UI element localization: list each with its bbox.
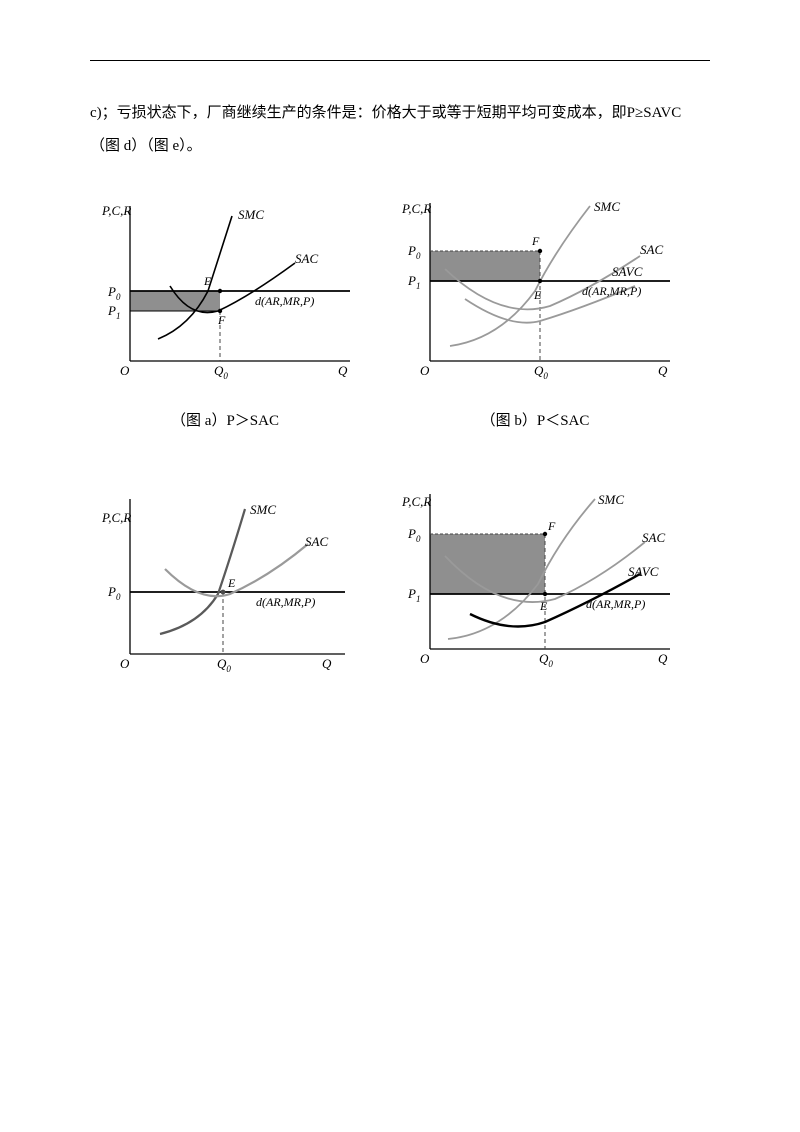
chart-b-smc-label: SMC (594, 199, 620, 214)
chart-d-origin: O (420, 651, 430, 666)
page: c)；亏损状态下，厂商继续生产的条件是：价格大于或等于短期平均可变成本，即P≥S… (0, 0, 800, 1132)
chart-b: P,C,R SMC SAC SAVC d(AR,MR,P) F E P0 P1 … (390, 191, 680, 391)
chart-a-ylabel: P,C,R (101, 203, 131, 218)
chart-d-sac-label: SAC (642, 530, 665, 545)
charts-row-2: P,C,R SMC SAC d(AR,MR,P) E P0 O Q0 Q (90, 484, 710, 684)
chart-c-sac-curve (165, 544, 308, 596)
chart-a-origin: O (120, 363, 130, 378)
charts-grid: P,C,R SMC SAC d(AR,MR,P) E F P0 P1 O Q0 … (90, 191, 710, 684)
chart-d-e-point (543, 592, 547, 596)
chart-c-xlabel: Q (322, 656, 332, 671)
chart-d-f-label: F (547, 519, 556, 533)
chart-b-demand-label: d(AR,MR,P) (582, 284, 641, 298)
chart-b-xlabel: Q (658, 363, 668, 378)
chart-a-p0: P0 (107, 284, 121, 302)
chart-b-shaded (430, 251, 540, 281)
chart-a-cell: P,C,R SMC SAC d(AR,MR,P) E F P0 P1 O Q0 … (90, 191, 360, 430)
chart-b-e-point (538, 279, 542, 283)
charts-row-1: P,C,R SMC SAC d(AR,MR,P) E F P0 P1 O Q0 … (90, 191, 710, 430)
body-paragraph: c)；亏损状态下，厂商继续生产的条件是：价格大于或等于短期平均可变成本，即P≥S… (90, 97, 710, 163)
chart-d-cell: P,C,R SMC SAC SAVC d(AR,MR,P) F E P0 P1 … (390, 484, 680, 684)
chart-b-ylabel: P,C,R (401, 201, 431, 216)
chart-c-ylabel: P,C,R (101, 510, 131, 525)
chart-d-q0: Q0 (539, 651, 553, 669)
chart-d: P,C,R SMC SAC SAVC d(AR,MR,P) F E P0 P1 … (390, 484, 680, 684)
chart-c-smc-label: SMC (250, 502, 276, 517)
chart-b-e-label: E (533, 288, 542, 302)
chart-c-demand-label: d(AR,MR,P) (256, 595, 315, 609)
chart-c-e-label: E (227, 576, 236, 590)
chart-c-origin: O (120, 656, 130, 671)
chart-b-p1: P1 (407, 273, 420, 291)
chart-c-e-point (221, 590, 226, 595)
chart-a-xlabel: Q (338, 363, 348, 378)
chart-d-ylabel: P,C,R (401, 494, 431, 509)
chart-a-p1: P1 (107, 303, 120, 321)
chart-c: P,C,R SMC SAC d(AR,MR,P) E P0 O Q0 Q (90, 484, 360, 684)
chart-d-savc-label: SAVC (628, 564, 659, 579)
horizontal-rule (90, 60, 710, 61)
chart-c-p0: P0 (107, 584, 121, 602)
chart-d-f-point (543, 532, 547, 536)
chart-d-smc-label: SMC (598, 492, 624, 507)
chart-b-sac-label: SAC (640, 242, 663, 257)
chart-a: P,C,R SMC SAC d(AR,MR,P) E F P0 P1 O Q0 … (90, 191, 360, 391)
chart-c-q0: Q0 (217, 656, 231, 674)
chart-a-smc-label: SMC (238, 207, 264, 222)
chart-b-caption: （图 b）P＜SAC (481, 409, 590, 430)
chart-b-cell: P,C,R SMC SAC SAVC d(AR,MR,P) F E P0 P1 … (390, 191, 680, 430)
chart-b-q0: Q0 (534, 363, 548, 381)
chart-a-caption: （图 a）P＞SAC (171, 409, 279, 430)
chart-b-f-point (538, 249, 542, 253)
chart-b-p0: P0 (407, 243, 421, 261)
chart-a-f-label: F (217, 313, 226, 327)
chart-d-p1: P1 (407, 586, 420, 604)
chart-c-smc-curve (160, 509, 245, 634)
chart-d-p0: P0 (407, 526, 421, 544)
chart-a-e-point (218, 289, 222, 293)
chart-a-q0: Q0 (214, 363, 228, 381)
chart-a-e-label: E (203, 274, 212, 288)
chart-d-e-label: E (539, 599, 548, 613)
chart-b-savc-label: SAVC (612, 264, 643, 279)
chart-c-sac-label: SAC (305, 534, 328, 549)
chart-d-shaded (430, 534, 545, 594)
chart-c-cell: P,C,R SMC SAC d(AR,MR,P) E P0 O Q0 Q (90, 484, 360, 684)
chart-b-f-label: F (531, 234, 540, 248)
chart-a-sac-label: SAC (295, 251, 318, 266)
chart-a-demand-label: d(AR,MR,P) (255, 294, 314, 308)
chart-b-origin: O (420, 363, 430, 378)
chart-d-xlabel: Q (658, 651, 668, 666)
chart-d-demand-label: d(AR,MR,P) (586, 597, 645, 611)
